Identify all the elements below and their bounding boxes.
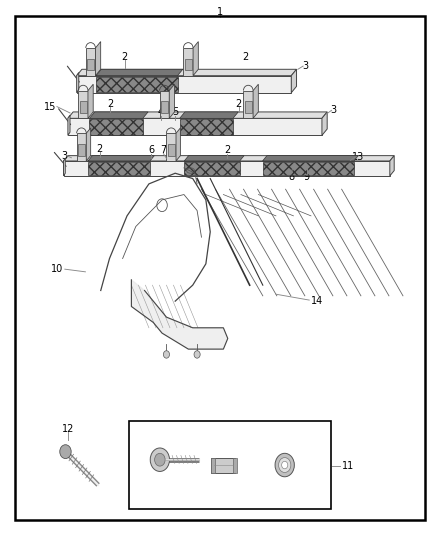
Bar	[89, 119, 143, 134]
Bar	[180, 119, 233, 134]
Bar	[80, 101, 86, 113]
Text: 8: 8	[288, 172, 294, 182]
Circle shape	[155, 453, 165, 466]
Polygon shape	[176, 128, 180, 161]
Polygon shape	[68, 112, 327, 118]
Bar	[185, 59, 192, 70]
Circle shape	[282, 462, 288, 469]
Bar	[87, 59, 94, 70]
Bar	[78, 91, 88, 118]
Text: 4: 4	[158, 108, 164, 117]
Polygon shape	[253, 84, 258, 118]
Circle shape	[275, 453, 294, 477]
Text: 6: 6	[148, 146, 154, 155]
Text: 14: 14	[311, 296, 323, 306]
Circle shape	[163, 351, 170, 358]
Text: 3: 3	[62, 151, 68, 160]
Text: 2: 2	[107, 99, 113, 109]
Polygon shape	[262, 156, 358, 161]
Polygon shape	[77, 69, 297, 76]
Bar	[161, 101, 168, 113]
Bar	[78, 144, 85, 156]
Circle shape	[150, 448, 170, 471]
Bar	[262, 161, 354, 175]
Polygon shape	[88, 84, 93, 118]
Polygon shape	[88, 156, 154, 161]
Bar	[166, 133, 176, 161]
Polygon shape	[169, 84, 174, 118]
Polygon shape	[322, 112, 327, 135]
Bar	[211, 457, 215, 472]
Bar	[68, 118, 322, 135]
Text: 2: 2	[236, 99, 242, 109]
Polygon shape	[64, 156, 394, 161]
Bar	[233, 457, 237, 472]
Polygon shape	[96, 69, 183, 76]
Circle shape	[279, 457, 291, 473]
Text: 3: 3	[330, 106, 336, 115]
Polygon shape	[291, 69, 297, 93]
Polygon shape	[86, 128, 91, 161]
Text: 7: 7	[160, 146, 166, 155]
Text: 1: 1	[217, 7, 223, 17]
Text: 12: 12	[62, 424, 74, 434]
Polygon shape	[180, 112, 238, 118]
Bar	[184, 48, 193, 76]
Circle shape	[194, 351, 200, 358]
Bar	[129, 421, 331, 509]
Text: 15: 15	[44, 102, 56, 111]
Bar	[86, 48, 95, 76]
Polygon shape	[68, 115, 70, 135]
Text: 9: 9	[304, 172, 310, 182]
Text: 2: 2	[242, 52, 248, 62]
Text: 13: 13	[352, 152, 364, 162]
Bar	[77, 76, 291, 93]
Bar	[88, 161, 150, 175]
Bar	[244, 91, 253, 118]
Text: 2: 2	[122, 52, 128, 62]
Polygon shape	[64, 158, 65, 176]
Polygon shape	[77, 72, 79, 93]
Text: 3: 3	[302, 61, 308, 71]
Text: 11: 11	[342, 462, 354, 471]
Text: 5: 5	[172, 108, 178, 117]
Bar	[64, 161, 390, 176]
Bar	[77, 133, 86, 161]
Bar	[168, 144, 175, 156]
Text: 2: 2	[224, 146, 230, 155]
Polygon shape	[193, 42, 198, 76]
Text: 10: 10	[51, 264, 64, 274]
Circle shape	[60, 445, 71, 458]
Text: 2: 2	[97, 144, 103, 154]
Bar	[159, 91, 169, 118]
Bar	[184, 161, 240, 175]
Bar	[245, 101, 251, 113]
Polygon shape	[89, 112, 148, 118]
Polygon shape	[95, 42, 101, 76]
Polygon shape	[390, 156, 394, 176]
Bar	[211, 457, 236, 472]
Polygon shape	[184, 156, 244, 161]
Bar	[96, 77, 177, 92]
Polygon shape	[131, 280, 228, 349]
